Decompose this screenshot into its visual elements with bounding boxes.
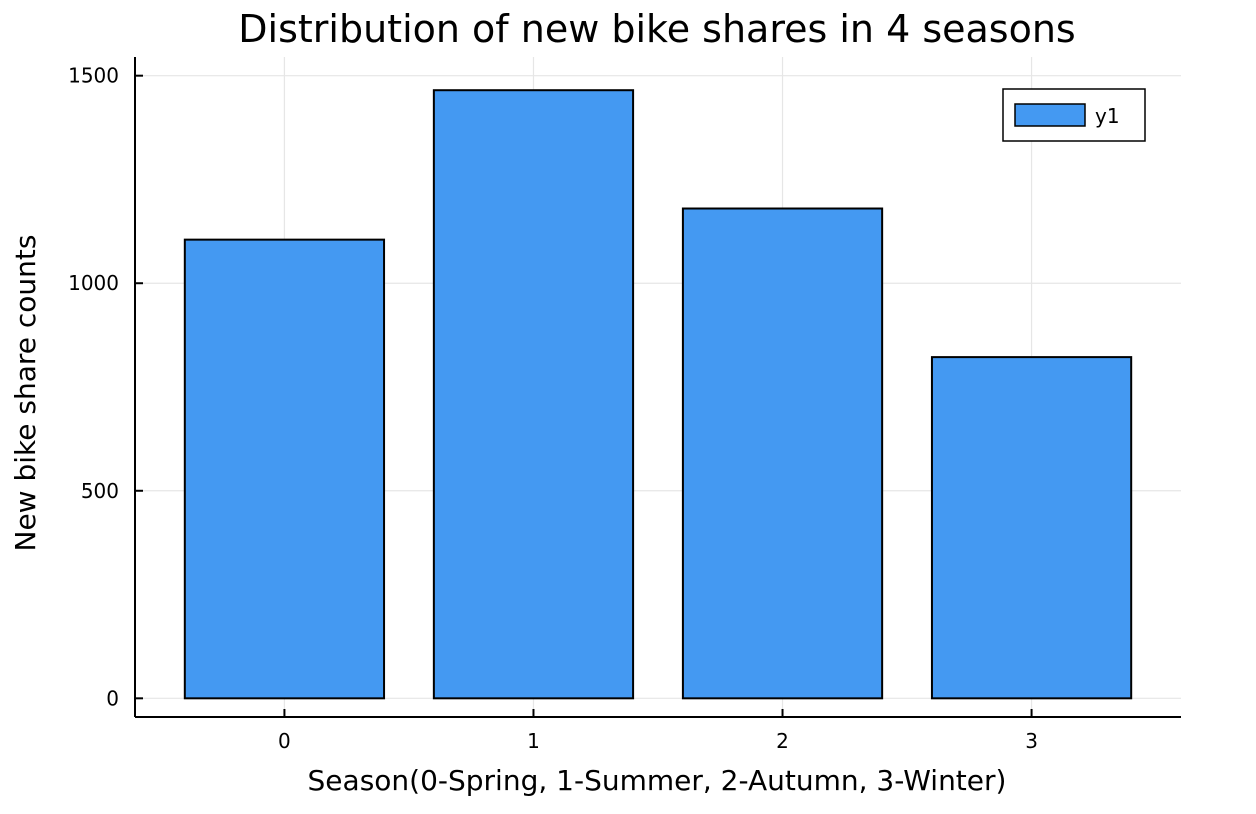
bar-3 (930, 356, 1133, 700)
bar-1 (432, 89, 635, 700)
legend-swatch-y1 (1014, 103, 1086, 127)
chart-title: Distribution of new bike shares in 4 sea… (238, 7, 1075, 51)
y-tick-label-0: 0 (106, 686, 119, 710)
y-tick-label-3: 1500 (68, 64, 119, 88)
x-tick-label-3: 3 (1025, 729, 1038, 753)
y-axis-label: New bike share counts (9, 235, 42, 552)
bars (183, 89, 1133, 700)
x-tick-label-1: 1 (527, 729, 540, 753)
y-tick-label-2: 1000 (68, 271, 119, 295)
legend: y1 (1002, 88, 1146, 142)
y-tick-label-1: 500 (81, 479, 119, 503)
bar-0 (183, 238, 386, 700)
x-tick-label-2: 2 (776, 729, 789, 753)
x-tick-label-0: 0 (278, 729, 291, 753)
axes (134, 57, 1181, 718)
bar-2 (681, 207, 884, 700)
ticks: 0 500 1000 1500 0 1 2 3 (68, 64, 1038, 753)
x-axis-label: Season(0-Spring, 1-Summer, 2-Autumn, 3-W… (308, 764, 1007, 797)
legend-label-y1: y1 (1095, 104, 1120, 128)
